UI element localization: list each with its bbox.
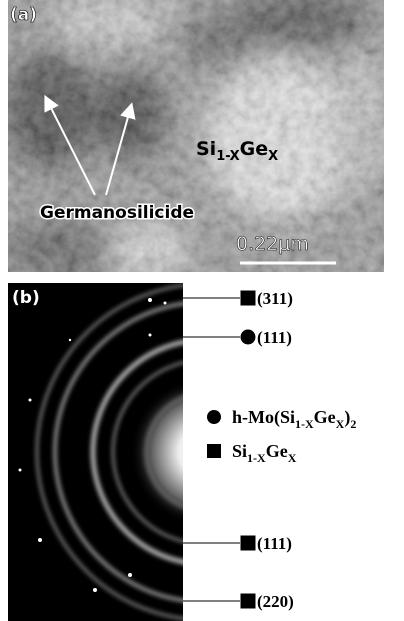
micrograph	[0, 0, 390, 280]
annotations: (311)(111)(111)(220)h-Mo(Si1-XGeX)2Si1-X…	[183, 289, 356, 611]
subscript: X	[336, 417, 345, 431]
legend-label: Si1-XGeX	[232, 441, 297, 465]
scale-bar-label: 0.22μm	[236, 233, 309, 255]
ring-label: (220)	[257, 592, 294, 611]
panel-label: (a)	[10, 5, 37, 25]
text-part: h-Mo(Si	[232, 407, 295, 428]
subscript: 1-X	[247, 451, 266, 465]
square-symbol	[241, 291, 256, 306]
panel-label: (b)	[12, 288, 40, 308]
subscript: X	[288, 451, 297, 465]
subscript: X	[268, 149, 278, 164]
ring-label: (111)	[257, 534, 292, 553]
subscript: 1-X	[295, 417, 314, 431]
figure: (a) Germanosilicide Si1-XGeX 0.22μm (b) …	[0, 0, 404, 621]
text-part: Si	[196, 138, 216, 160]
square-symbol	[241, 594, 256, 609]
ring-label: (111)	[257, 328, 292, 347]
square-symbol	[241, 536, 256, 551]
ring-label: (311)	[257, 289, 293, 308]
text-part: Ge	[266, 441, 288, 461]
text-part: Ge	[240, 138, 268, 160]
circle-symbol	[241, 330, 256, 345]
circle-symbol	[207, 410, 221, 424]
legend-label: h-Mo(Si1-XGeX)2	[232, 407, 356, 431]
text-part: Ge	[314, 407, 336, 427]
square-symbol	[207, 444, 221, 458]
subscript: 1-X	[216, 149, 239, 164]
arrow-label: Germanosilicide	[40, 203, 194, 223]
diffraction-pattern	[8, 283, 373, 621]
subscript: 2	[350, 417, 356, 431]
text-part: Si	[232, 441, 247, 461]
